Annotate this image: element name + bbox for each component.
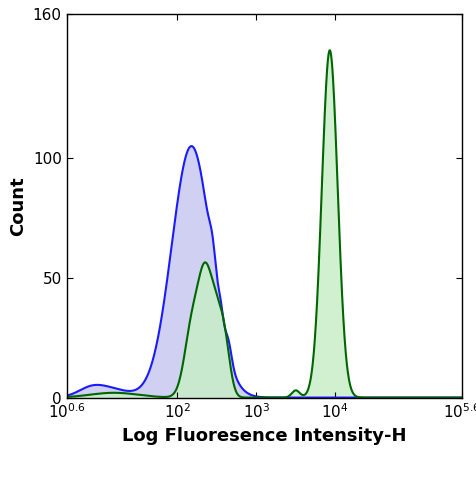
X-axis label: Log Fluoresence Intensity-H: Log Fluoresence Intensity-H — [122, 427, 407, 445]
Y-axis label: Count: Count — [9, 176, 27, 236]
